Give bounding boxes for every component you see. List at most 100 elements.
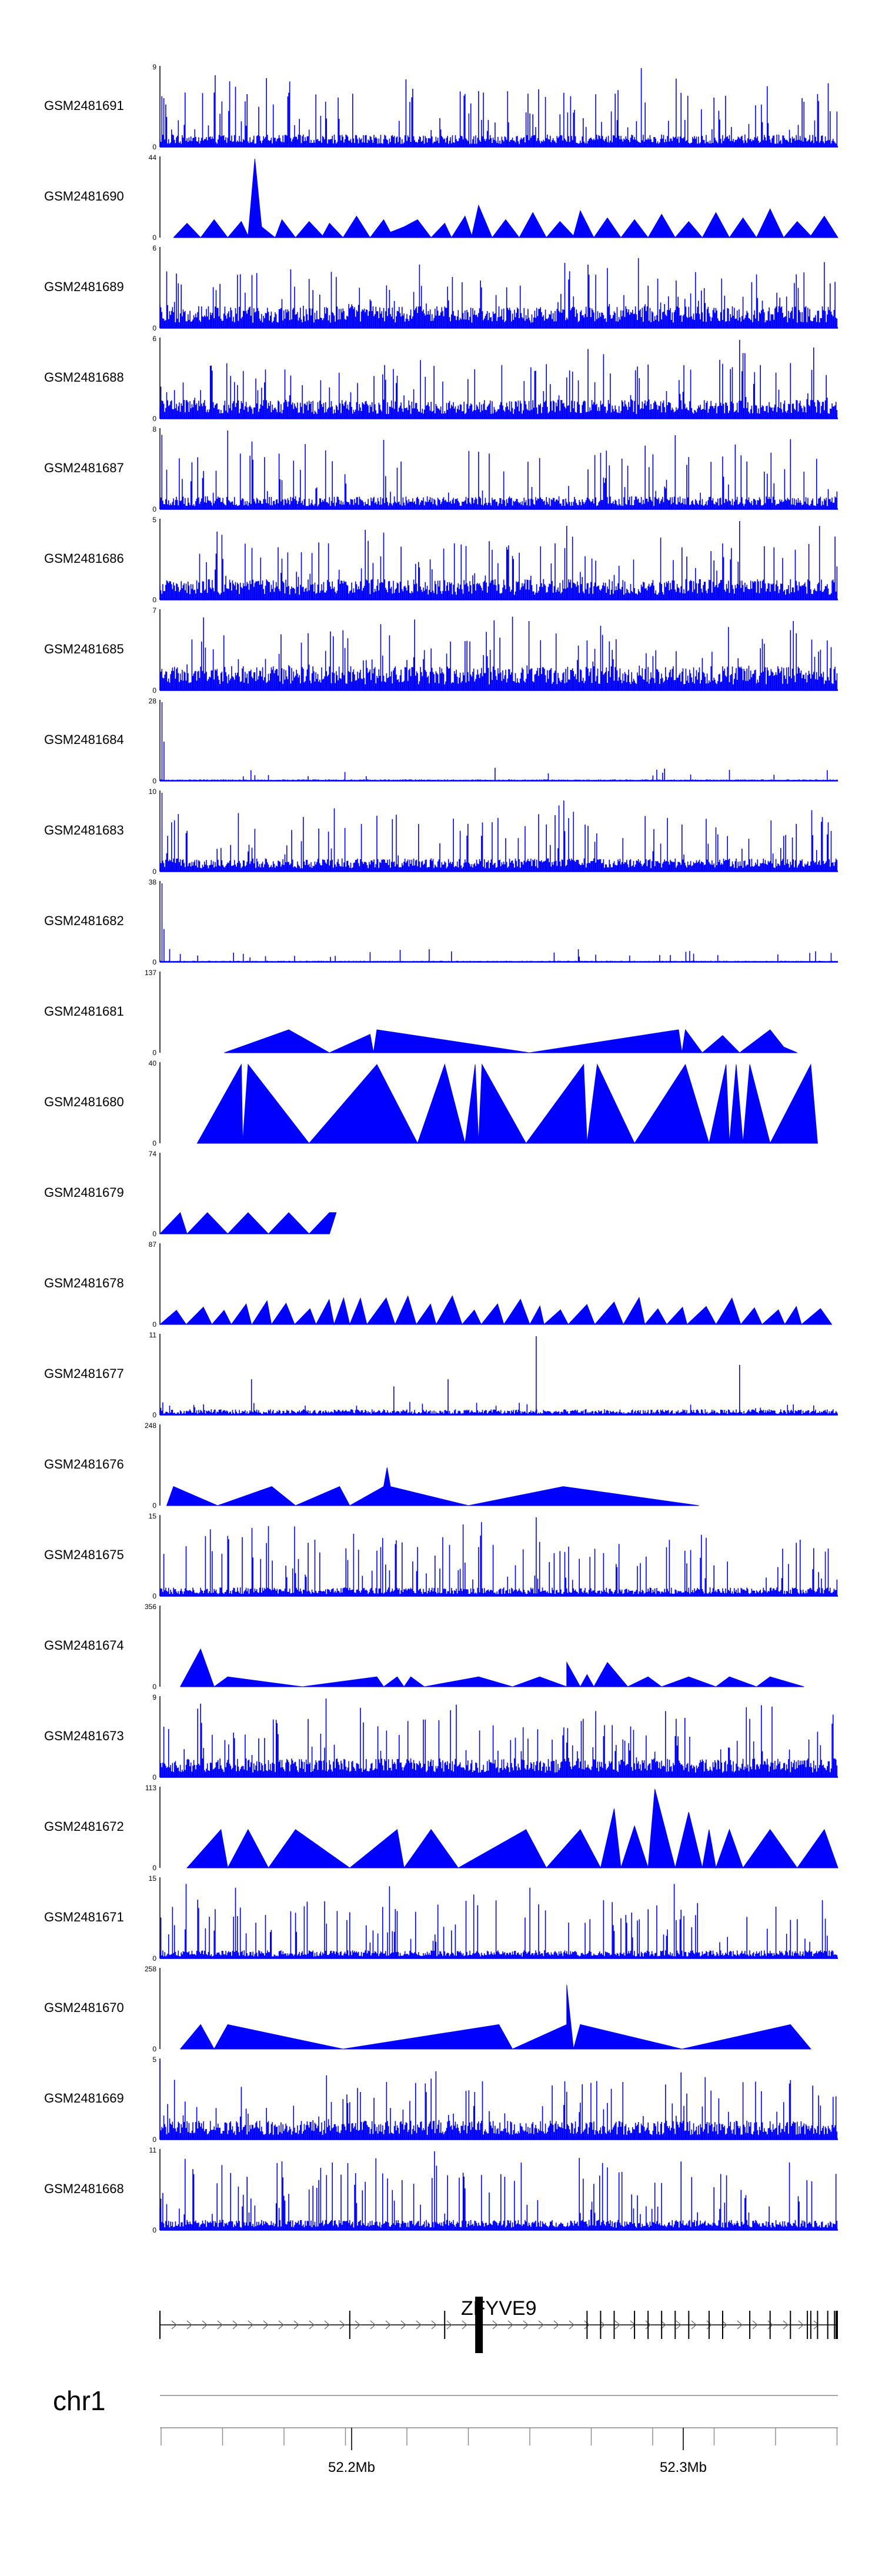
signal-area: [224, 1029, 797, 1053]
signal-bars: [159, 1884, 838, 1958]
axis-tick-label: 52.2Mb: [328, 2460, 375, 2475]
gene-label: ZFYVE9: [461, 2297, 536, 2320]
track-gsm2481682: GSM2481682 38 0: [44, 878, 838, 966]
signal-bars: [159, 258, 838, 328]
strand-arrow-icon: [752, 2320, 758, 2330]
strand-arrow-icon: [507, 2320, 513, 2330]
exon-end: [836, 2311, 838, 2339]
track-gsm2481675: GSM2481675 15 0: [44, 1512, 838, 1600]
y-max-label: 38: [149, 878, 157, 886]
signal-bars: [159, 68, 838, 147]
strand-arrow-icon: [431, 2320, 437, 2330]
strand-arrow-icon: [721, 2320, 727, 2330]
track-label: GSM2481686: [44, 551, 124, 566]
track-gsm2481688: GSM2481688 6 0: [44, 335, 838, 423]
signal-area: [180, 1984, 811, 2050]
strand-arrow-icon: [186, 2320, 192, 2330]
strand-arrow-icon: [706, 2320, 712, 2330]
y-min-label: 0: [152, 596, 156, 604]
y-max-label: 6: [152, 244, 156, 252]
track-gsm2481685: GSM2481685 7 0: [44, 606, 838, 695]
strand-arrow-icon: [400, 2320, 406, 2330]
track-label: GSM2481674: [44, 1638, 124, 1653]
strand-arrow-icon: [599, 2320, 605, 2330]
track-label: GSM2481673: [44, 1729, 124, 1743]
strand-arrow-icon: [339, 2320, 345, 2330]
strand-arrow-icon: [660, 2320, 666, 2330]
axis-tick-label: 52.3Mb: [660, 2460, 707, 2475]
signal-area: [159, 1212, 337, 1234]
strand-arrow-icon: [309, 2320, 315, 2330]
track-gsm2481672: GSM2481672 113 0: [44, 1784, 838, 1872]
strand-arrow-icon: [813, 2320, 819, 2330]
signal-bars: [159, 702, 838, 781]
strand-arrow-icon: [462, 2320, 467, 2330]
signal-bars: [159, 2061, 838, 2140]
y-min-label: 0: [152, 1230, 156, 1238]
chromosome-track: chr1: [53, 2385, 838, 2416]
signal-area: [173, 158, 838, 239]
y-max-label: 248: [145, 1422, 156, 1430]
y-max-label: 11: [149, 1331, 157, 1339]
y-min-label: 0: [152, 2045, 156, 2053]
track-gsm2481690: GSM2481690 44 0: [44, 154, 838, 242]
y-max-label: 5: [152, 516, 156, 524]
track-label: GSM2481678: [44, 1276, 124, 1290]
strand-arrow-icon: [676, 2320, 681, 2330]
track-label: GSM2481690: [44, 189, 124, 203]
signal-area: [180, 1648, 804, 1688]
signal-area: [196, 1063, 818, 1144]
y-min-label: 0: [152, 415, 156, 423]
strand-arrow-icon: [370, 2320, 376, 2330]
track-label: GSM2481677: [44, 1366, 124, 1381]
y-max-label: 44: [149, 154, 157, 162]
y-min-label: 0: [152, 1773, 156, 1781]
track-label: GSM2481668: [44, 2181, 124, 2196]
y-max-label: 74: [149, 1150, 157, 1158]
strand-arrow-icon: [553, 2320, 559, 2330]
y-min-label: 0: [152, 2226, 156, 2234]
track-gsm2481678: GSM2481678 87 0: [44, 1240, 833, 1329]
strand-arrow-icon: [446, 2320, 452, 2330]
track-label: GSM2481689: [44, 279, 124, 294]
track-gsm2481674: GSM2481674 356 0: [44, 1603, 804, 1691]
strand-arrow-icon: [538, 2320, 544, 2330]
y-max-label: 40: [149, 1059, 157, 1067]
strand-arrow-icon: [584, 2320, 590, 2330]
y-min-label: 0: [152, 324, 156, 332]
track-gsm2481679: GSM2481679 74 0: [44, 1150, 337, 1238]
track-label: GSM2481684: [44, 732, 124, 747]
y-max-label: 10: [149, 788, 157, 796]
signal-bars: [159, 2151, 838, 2230]
genome-axis: 52.2Mb 52.3Mb: [160, 2427, 838, 2475]
track-gsm2481671: GSM2481671 15 0: [44, 1874, 838, 1963]
y-max-label: 8: [152, 425, 156, 433]
strand-arrow-icon: [355, 2320, 360, 2330]
y-min-label: 0: [152, 686, 156, 695]
strand-arrow-icon: [416, 2320, 422, 2330]
strand-arrow-icon: [263, 2320, 269, 2330]
track-gsm2481680: GSM2481680 40 0: [44, 1059, 818, 1147]
signal-bars: [159, 431, 838, 509]
track-gsm2481677: GSM2481677 11 0: [44, 1331, 838, 1419]
track-label: GSM2481679: [44, 1185, 124, 1200]
track-gsm2481676: GSM2481676 248 0: [44, 1422, 699, 1510]
strand-arrow-icon: [385, 2320, 391, 2330]
track-label: GSM2481670: [44, 2000, 124, 2015]
strand-arrow-icon: [492, 2320, 498, 2330]
strand-arrow-icon: [217, 2320, 223, 2330]
signal-bars: [159, 521, 838, 600]
signal-area: [186, 1788, 838, 1869]
track-gsm2481684: GSM2481684 28 0: [44, 697, 838, 785]
y-min-label: 0: [152, 1411, 156, 1419]
y-max-label: 258: [145, 1965, 156, 1973]
y-min-label: 0: [152, 1592, 156, 1600]
signal-bars: [159, 340, 838, 419]
y-min-label: 0: [152, 1501, 156, 1510]
y-min-label: 0: [152, 958, 156, 966]
track-label: GSM2481671: [44, 1910, 124, 1924]
track-label: GSM2481672: [44, 1819, 124, 1834]
track-gsm2481670: GSM2481670 258 0: [44, 1965, 811, 2053]
strand-arrow-icon: [783, 2320, 789, 2330]
